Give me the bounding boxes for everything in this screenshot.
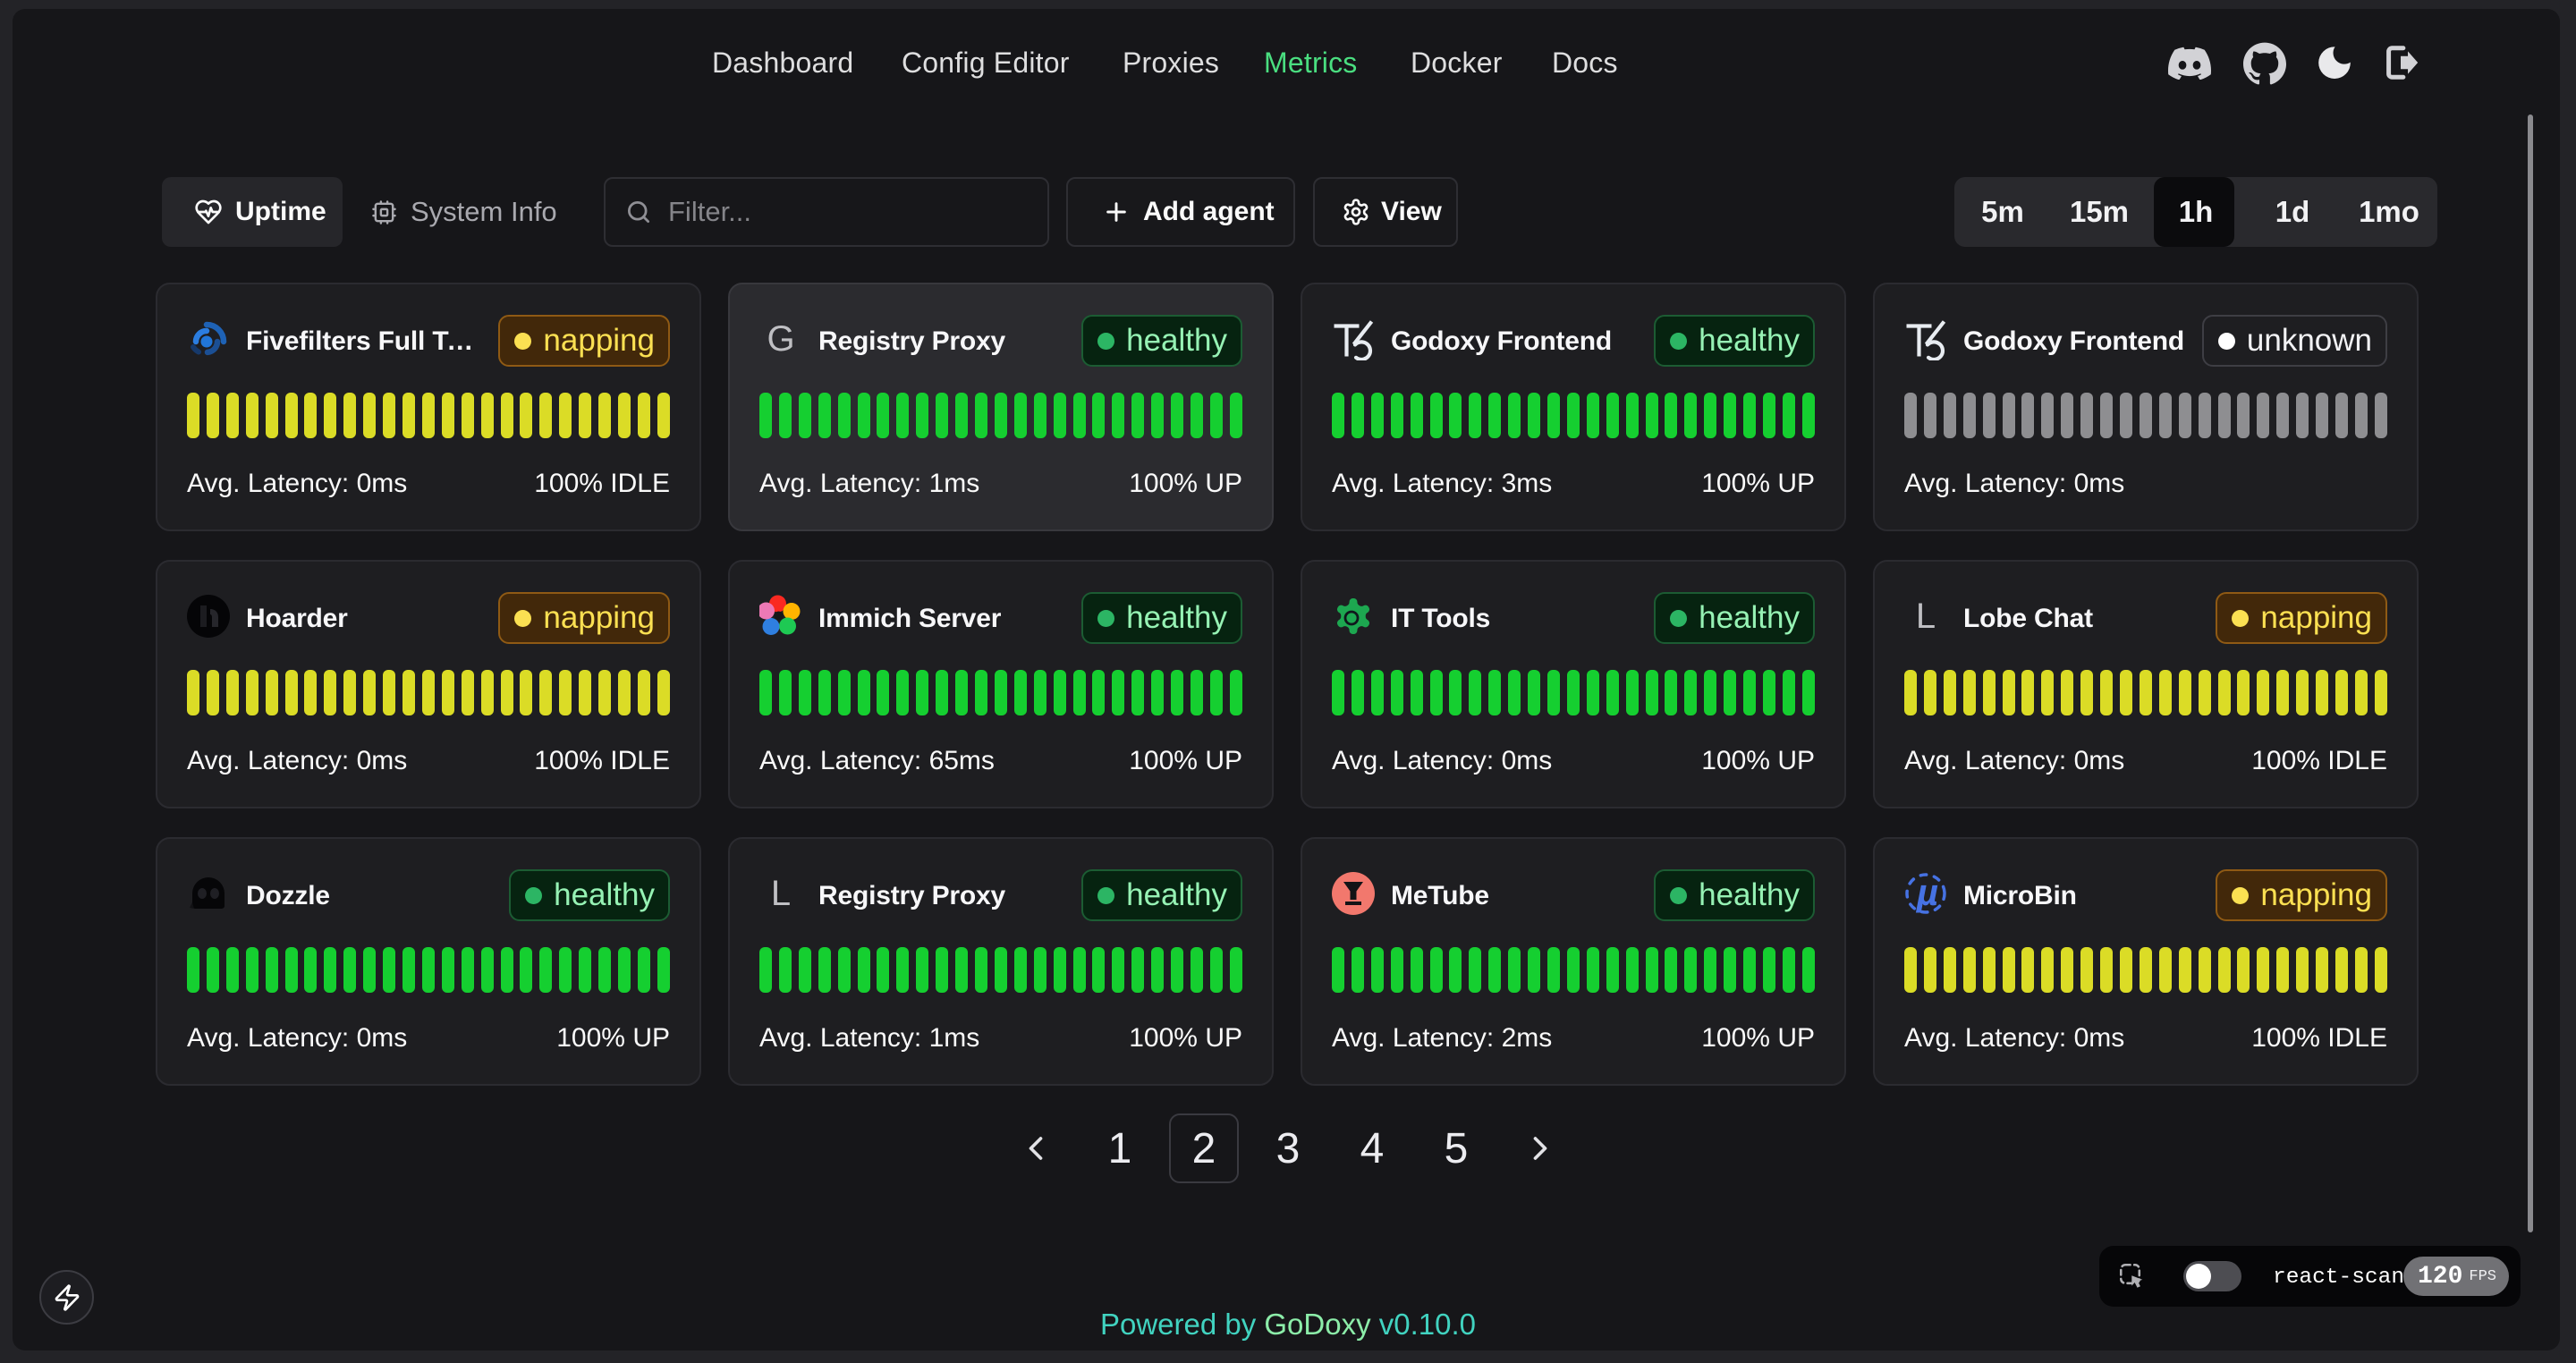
svg-text:µ: µ [1916,872,1938,913]
